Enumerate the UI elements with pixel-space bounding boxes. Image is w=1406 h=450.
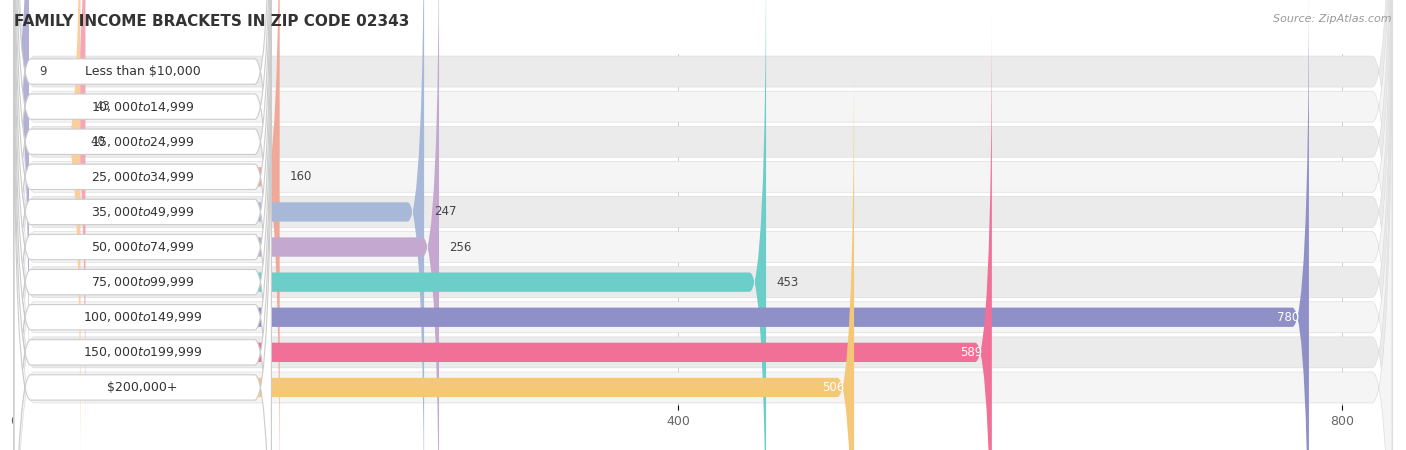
FancyBboxPatch shape bbox=[14, 0, 1392, 450]
FancyBboxPatch shape bbox=[14, 0, 271, 445]
FancyBboxPatch shape bbox=[14, 0, 271, 450]
Text: $10,000 to $14,999: $10,000 to $14,999 bbox=[91, 99, 194, 114]
Text: 247: 247 bbox=[434, 206, 457, 218]
Text: $15,000 to $24,999: $15,000 to $24,999 bbox=[91, 135, 194, 149]
Text: 9: 9 bbox=[39, 65, 46, 78]
FancyBboxPatch shape bbox=[14, 0, 439, 450]
FancyBboxPatch shape bbox=[14, 0, 1309, 450]
FancyBboxPatch shape bbox=[14, 0, 271, 450]
Text: 506: 506 bbox=[823, 381, 844, 394]
FancyBboxPatch shape bbox=[14, 0, 271, 450]
FancyBboxPatch shape bbox=[14, 11, 991, 450]
Text: $50,000 to $74,999: $50,000 to $74,999 bbox=[91, 240, 194, 254]
FancyBboxPatch shape bbox=[14, 14, 271, 450]
FancyBboxPatch shape bbox=[14, 0, 1392, 450]
FancyBboxPatch shape bbox=[14, 46, 853, 450]
FancyBboxPatch shape bbox=[14, 0, 80, 450]
FancyBboxPatch shape bbox=[14, 0, 766, 450]
FancyBboxPatch shape bbox=[14, 0, 1392, 450]
Text: $25,000 to $34,999: $25,000 to $34,999 bbox=[91, 170, 194, 184]
FancyBboxPatch shape bbox=[14, 0, 1392, 450]
FancyBboxPatch shape bbox=[14, 49, 271, 450]
FancyBboxPatch shape bbox=[14, 0, 271, 450]
Text: 256: 256 bbox=[449, 241, 471, 253]
FancyBboxPatch shape bbox=[14, 0, 280, 450]
FancyBboxPatch shape bbox=[14, 0, 1392, 450]
FancyBboxPatch shape bbox=[13, 0, 31, 413]
Text: 453: 453 bbox=[776, 276, 799, 288]
FancyBboxPatch shape bbox=[14, 0, 425, 450]
Text: 43: 43 bbox=[96, 100, 110, 113]
Text: Less than $10,000: Less than $10,000 bbox=[84, 65, 201, 78]
Text: 40: 40 bbox=[90, 135, 105, 148]
Text: 160: 160 bbox=[290, 171, 312, 183]
Text: $75,000 to $99,999: $75,000 to $99,999 bbox=[91, 275, 194, 289]
Text: Source: ZipAtlas.com: Source: ZipAtlas.com bbox=[1274, 14, 1392, 23]
FancyBboxPatch shape bbox=[14, 0, 1392, 450]
FancyBboxPatch shape bbox=[14, 0, 1392, 450]
FancyBboxPatch shape bbox=[14, 0, 1392, 450]
FancyBboxPatch shape bbox=[14, 0, 1392, 450]
FancyBboxPatch shape bbox=[14, 0, 271, 410]
Text: 780: 780 bbox=[1277, 311, 1299, 324]
Text: FAMILY INCOME BRACKETS IN ZIP CODE 02343: FAMILY INCOME BRACKETS IN ZIP CODE 02343 bbox=[14, 14, 409, 28]
FancyBboxPatch shape bbox=[14, 0, 271, 450]
FancyBboxPatch shape bbox=[14, 0, 1392, 450]
Text: $35,000 to $49,999: $35,000 to $49,999 bbox=[91, 205, 194, 219]
Text: $100,000 to $149,999: $100,000 to $149,999 bbox=[83, 310, 202, 324]
FancyBboxPatch shape bbox=[14, 0, 271, 450]
Text: 589: 589 bbox=[960, 346, 981, 359]
FancyBboxPatch shape bbox=[14, 0, 86, 448]
Text: $200,000+: $200,000+ bbox=[107, 381, 179, 394]
Text: $150,000 to $199,999: $150,000 to $199,999 bbox=[83, 345, 202, 360]
